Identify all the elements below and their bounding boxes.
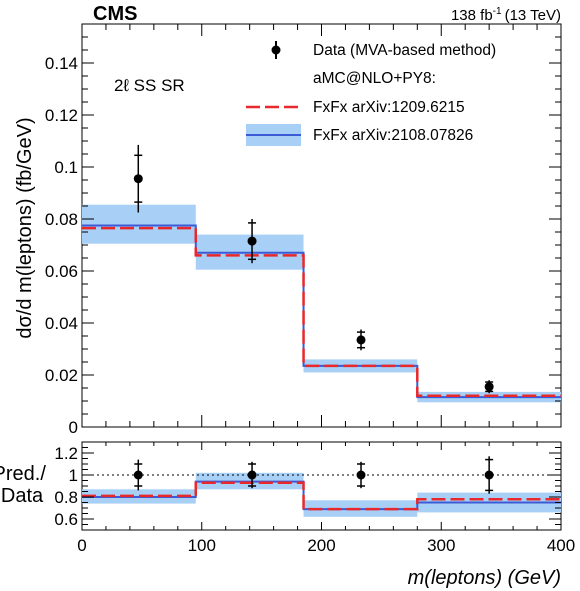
ratio-fxfx-old-line bbox=[82, 481, 561, 511]
x-tick-label: 100 bbox=[188, 536, 216, 555]
legend-entry-fxfx-old: FxFx arXiv:1209.6215 bbox=[246, 99, 465, 116]
main-prediction-lines bbox=[82, 224, 561, 399]
legend-data-marker bbox=[271, 45, 281, 55]
ratio-y-axis-title-line2: Data bbox=[1, 485, 44, 507]
ratio-panel: 0.6 0.8 1 1.2 0 100 200 300 400 Pred./ Data m(l… bbox=[0, 441, 575, 589]
ratio-y-axis-title: Pred./ Data bbox=[0, 463, 51, 507]
lumi-value: 138 fb bbox=[451, 7, 493, 24]
main-y-tick-label: 0.08 bbox=[45, 210, 78, 229]
main-fxfx-old-line bbox=[82, 226, 561, 398]
ratio-data-points bbox=[133, 456, 494, 494]
ratio-y-axis-title-line1: Pred./ bbox=[0, 463, 46, 485]
ratio-data-point-4 bbox=[484, 470, 494, 480]
lumi-exponent: -1 bbox=[493, 6, 502, 17]
main-data-point-4 bbox=[484, 382, 494, 392]
ratio-data-point-1 bbox=[133, 470, 143, 480]
main-y-tick-label: 0 bbox=[69, 418, 78, 437]
ratio-x-ticks: 0 100 200 300 400 bbox=[77, 442, 575, 555]
ratio-y-tick-label: 0.6 bbox=[54, 510, 78, 529]
main-y-tick-label: 0.06 bbox=[45, 262, 78, 281]
main-y-tick-label: 0.1 bbox=[54, 158, 78, 177]
main-uncertainty-bands bbox=[82, 204, 561, 403]
x-tick-label: 200 bbox=[307, 536, 335, 555]
x-tick-label: 0 bbox=[77, 536, 86, 555]
x-tick-label: 400 bbox=[547, 536, 575, 555]
x-tick-label: 300 bbox=[427, 536, 455, 555]
ratio-y-tick-label: 0.8 bbox=[54, 488, 78, 507]
legend-entry-data: Data (MVA-based method) bbox=[271, 41, 496, 59]
main-y-tick-label: 0.02 bbox=[45, 366, 78, 385]
main-data-points bbox=[133, 144, 494, 394]
ratio-prediction-lines bbox=[82, 480, 561, 511]
experiment-label: CMS bbox=[93, 3, 137, 25]
legend: Data (MVA-based method) aMC@NLO+PY8: FxF… bbox=[246, 41, 496, 146]
ratio-y-ticks: 0.6 0.8 1 1.2 bbox=[54, 441, 561, 531]
ratio-y-tick-label: 1 bbox=[69, 466, 78, 485]
main-y-tick-label: 0.14 bbox=[45, 54, 78, 73]
legend-fxfx-old-label: FxFx arXiv:1209.6215 bbox=[313, 99, 465, 116]
main-data-point-2 bbox=[247, 236, 257, 246]
ratio-data-point-2 bbox=[247, 470, 257, 480]
ratio-y-tick-label: 1.2 bbox=[54, 444, 78, 463]
ratio-data-point-3 bbox=[356, 470, 366, 480]
region-label: 2ℓ SS SR bbox=[114, 76, 185, 95]
main-y-tick-label: 0.12 bbox=[45, 106, 78, 125]
main-data-point-3 bbox=[356, 335, 366, 345]
main-y-tick-label: 0.04 bbox=[45, 314, 78, 333]
legend-entry-fxfx-new: FxFx arXiv:2108.07826 bbox=[246, 124, 473, 146]
legend-generator-label: aMC@NLO+PY8: bbox=[313, 70, 436, 87]
main-data-point-1 bbox=[133, 174, 143, 184]
main-panel: 0 0.02 0.04 0.06 0.08 0.1 0.12 0.14 2ℓ SS SR Da… bbox=[14, 23, 562, 437]
lumi-label: 138 fb-1 (13 TeV) bbox=[451, 6, 561, 24]
legend-data-label: Data (MVA-based method) bbox=[313, 42, 496, 59]
legend-fxfx-new-label: FxFx arXiv:2108.07826 bbox=[313, 127, 473, 144]
main-y-ticks: 0 0.02 0.04 0.06 0.08 0.1 0.12 0.14 bbox=[45, 23, 561, 437]
main-y-axis-title: dσ/d m(leptons) (fb/GeV) bbox=[14, 117, 36, 338]
main-x-ticks bbox=[81, 24, 562, 427]
energy-value: (13 TeV) bbox=[505, 7, 561, 24]
x-axis-title: m(leptons) (GeV) bbox=[408, 567, 561, 589]
